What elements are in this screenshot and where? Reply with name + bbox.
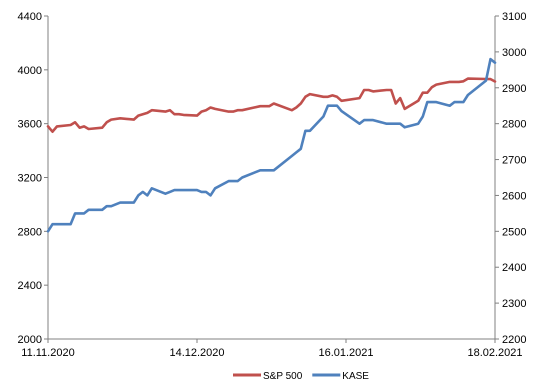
right-tick-label: 2300 — [502, 298, 526, 310]
series-line-kase — [46, 57, 497, 233]
legend-label: S&P 500 — [263, 371, 303, 382]
right-tick-label: 2200 — [502, 334, 526, 346]
right-tick-label: 3000 — [502, 47, 526, 59]
right-tick-label: 2900 — [502, 83, 526, 95]
right-tick-label: 2600 — [502, 190, 526, 202]
right-tick-label: 2400 — [502, 262, 526, 274]
x-tick-label: 16.01.2021 — [318, 347, 373, 359]
x-tick-label: 18.02.2021 — [467, 347, 522, 359]
x-tick-label: 11.11.2020 — [21, 347, 74, 359]
left-tick-label: 2400 — [18, 280, 42, 292]
left-tick-label: 4400 — [18, 11, 42, 23]
right-tick-label: 2700 — [502, 155, 526, 167]
x-axis-ticks: 11.11.2020 14.12.2020 16.01.2021 18.02.2021 — [21, 339, 523, 359]
right-tick-label: 2500 — [502, 226, 526, 238]
left-tick-label: 3600 — [18, 119, 42, 131]
x-tick-label: 14.12.2020 — [169, 347, 224, 359]
left-tick-label: 2000 — [18, 334, 42, 346]
right-axis-ticks: 2200 2300 2400 2500 2600 2700 2800 2900 3000 3100 — [495, 11, 526, 346]
left-tick-label: 3200 — [18, 173, 42, 185]
series-group — [46, 57, 497, 233]
right-tick-label: 2800 — [502, 119, 526, 131]
left-tick-label: 4000 — [18, 65, 42, 77]
left-tick-label: 2800 — [18, 226, 42, 238]
legend-label: KASE — [342, 371, 369, 382]
right-tick-label: 3100 — [502, 11, 526, 23]
left-axis-ticks: 2000 2400 2800 3200 3600 4000 4400 — [18, 11, 48, 346]
series-line-s-p-500 — [46, 77, 497, 133]
legend: S&P 500 KASE — [233, 371, 369, 382]
